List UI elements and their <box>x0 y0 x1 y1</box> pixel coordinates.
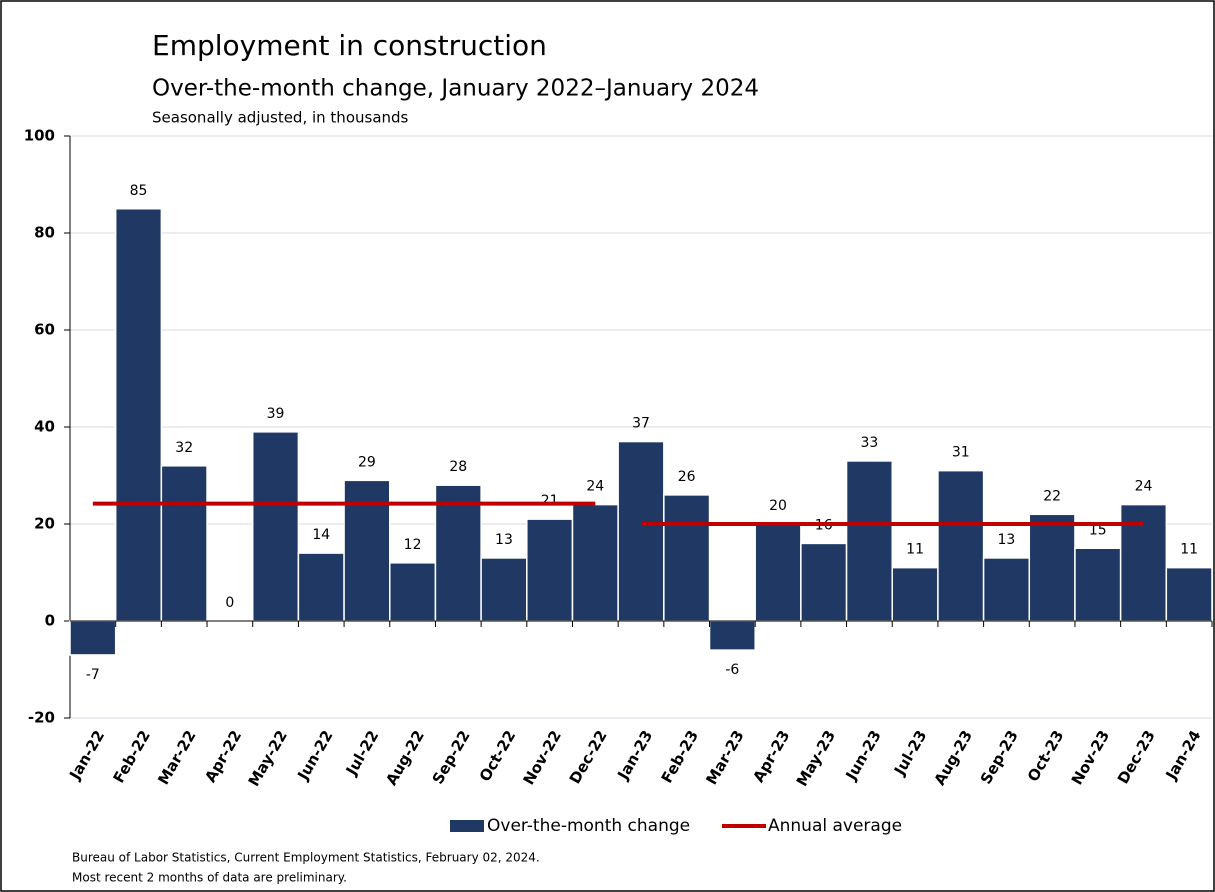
data-label: -6 <box>725 662 739 678</box>
data-label: 31 <box>952 445 970 461</box>
data-label: 11 <box>906 542 924 558</box>
data-label: 24 <box>586 479 604 495</box>
y-tick-label: 60 <box>34 321 55 339</box>
bar <box>800 542 848 622</box>
data-label: 11 <box>1180 542 1198 558</box>
y-tick-label: 80 <box>34 224 55 242</box>
bar <box>434 484 482 622</box>
y-tick-label: 20 <box>34 515 55 533</box>
data-label: 20 <box>769 498 787 514</box>
bar <box>69 620 117 656</box>
chart-subtitle: Over-the-month change, January 2022–Janu… <box>152 76 759 102</box>
data-label: 33 <box>860 435 878 451</box>
bar <box>251 431 300 622</box>
data-label: 39 <box>267 406 285 422</box>
y-tick-label: 0 <box>45 612 55 630</box>
data-label: 85 <box>130 183 148 199</box>
data-label: 21 <box>541 493 559 509</box>
data-label: 24 <box>1135 479 1153 495</box>
bar <box>708 620 756 651</box>
footer: Bureau of Labor Statistics, Current Empl… <box>72 851 540 865</box>
bar <box>571 503 619 622</box>
data-label: 26 <box>678 469 696 485</box>
legend-label: Annual average <box>768 816 902 836</box>
data-label: 13 <box>998 532 1016 548</box>
data-label: 32 <box>175 440 193 456</box>
y-tick-label: 40 <box>34 418 55 436</box>
legend-label: Over-the-month change <box>487 816 690 836</box>
bar <box>617 440 665 622</box>
data-label: 12 <box>404 537 422 553</box>
bar <box>891 566 939 622</box>
data-label: 15 <box>1089 522 1107 538</box>
bar <box>937 469 985 622</box>
bar <box>1028 513 1076 622</box>
footer: Most recent 2 months of data are prelimi… <box>72 871 347 885</box>
legend-swatch <box>450 820 484 832</box>
bar <box>1165 566 1213 622</box>
bar <box>114 208 163 622</box>
bar <box>754 523 802 622</box>
y-tick-label: -20 <box>28 709 55 727</box>
data-label: 28 <box>449 459 467 475</box>
y-tick-label: 100 <box>24 127 55 145</box>
data-label: 37 <box>632 416 650 432</box>
data-label: -7 <box>86 667 100 683</box>
chart-title: Employment in construction <box>152 29 547 62</box>
bar <box>480 557 528 622</box>
data-label: 14 <box>312 527 330 543</box>
data-label: 29 <box>358 454 376 470</box>
bar <box>526 518 574 622</box>
bar <box>389 562 437 622</box>
bar <box>343 479 391 622</box>
bar <box>663 494 711 622</box>
data-label: 22 <box>1043 488 1061 504</box>
data-label: 0 <box>225 595 234 611</box>
chart-note: Seasonally adjusted, in thousands <box>152 109 409 127</box>
bar <box>160 465 208 622</box>
bar <box>297 552 345 622</box>
bar <box>845 460 893 622</box>
data-label: 13 <box>495 532 513 548</box>
bar <box>1074 547 1122 622</box>
bar <box>982 557 1031 622</box>
